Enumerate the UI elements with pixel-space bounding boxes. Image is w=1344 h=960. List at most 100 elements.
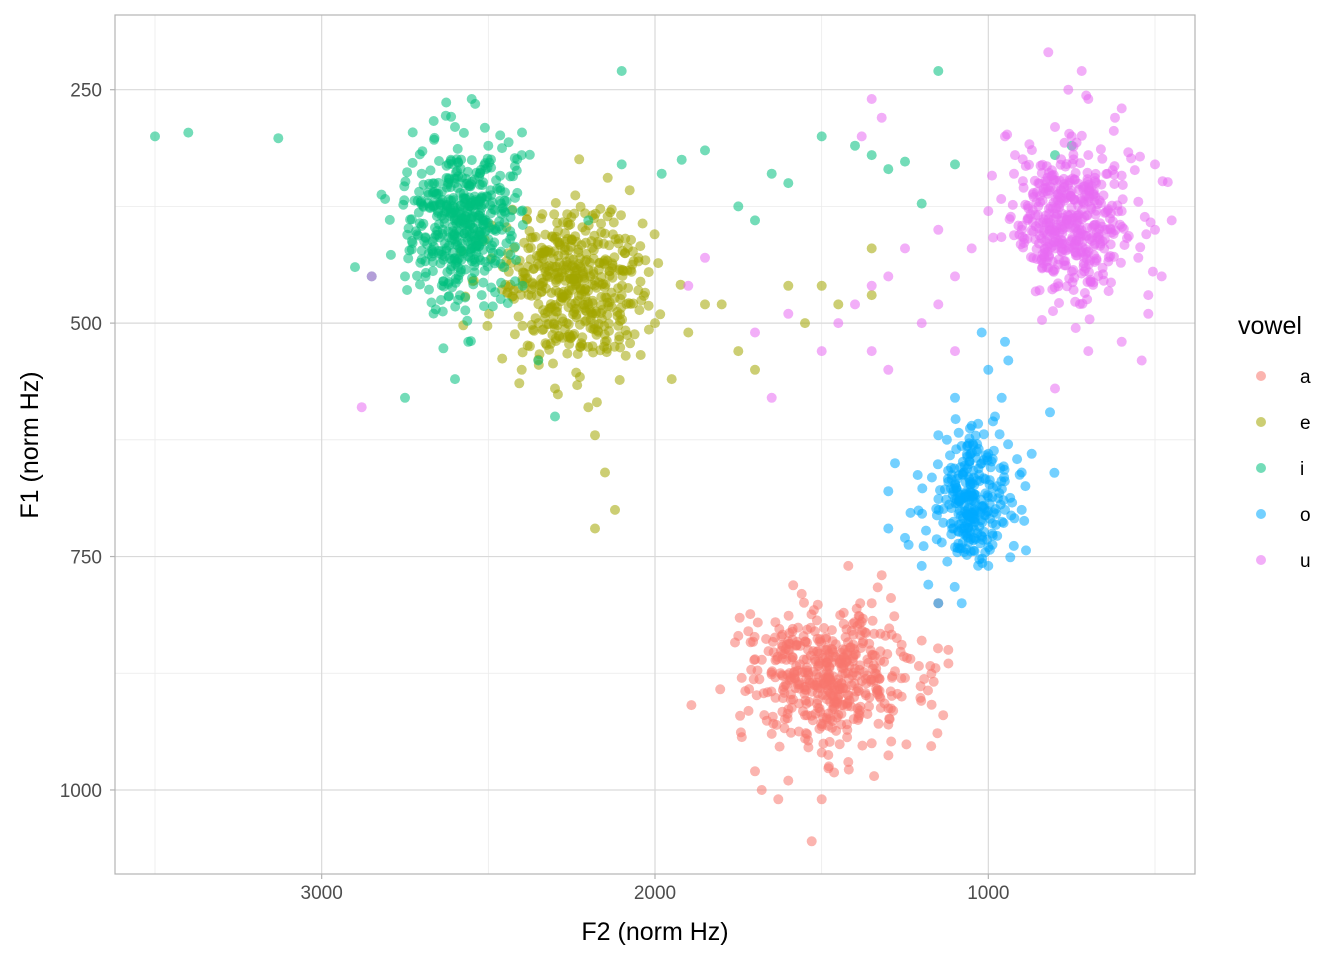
point-u [900, 243, 910, 254]
point-i [273, 133, 284, 144]
point-i [516, 206, 527, 217]
point-o [1009, 513, 1020, 524]
point-u [1107, 216, 1118, 227]
point-a [787, 634, 798, 645]
point-e [582, 297, 593, 307]
point-u [1005, 211, 1016, 222]
point-e [635, 350, 646, 360]
point-e [606, 204, 617, 215]
point-i [488, 224, 499, 235]
point-a [766, 667, 777, 678]
point-i [524, 149, 535, 160]
point-e [569, 208, 580, 219]
point-a [798, 706, 808, 717]
point-a [886, 736, 897, 747]
point-u [1115, 257, 1126, 268]
point-o [926, 472, 937, 483]
point-e [600, 228, 610, 239]
point-a [715, 684, 726, 695]
point-i [487, 301, 498, 312]
point-e [568, 276, 579, 287]
point-u [1098, 190, 1109, 201]
x-axis-ticks: 3000 2000 1000 [301, 874, 1009, 904]
point-a [874, 685, 885, 696]
point-i [453, 274, 464, 285]
point-a [846, 680, 857, 691]
point-u [1089, 250, 1099, 261]
point-e [816, 280, 827, 291]
point-u [1109, 179, 1120, 189]
point-i [461, 173, 471, 184]
point-e [643, 324, 654, 335]
point-u [1020, 161, 1031, 171]
point-i [474, 196, 485, 207]
series-a [686, 560, 954, 847]
point-i [479, 122, 490, 133]
point-i [425, 165, 436, 176]
point-a [761, 715, 772, 726]
point-u [866, 94, 877, 104]
point-u [1054, 298, 1064, 308]
point-u [1059, 137, 1070, 148]
point-u [883, 364, 894, 375]
point-u [1103, 286, 1114, 297]
point-a [890, 666, 900, 677]
point-e [541, 246, 552, 257]
point-u [1084, 184, 1095, 195]
point-i [465, 336, 476, 347]
point-u [950, 271, 960, 282]
point-e [643, 300, 654, 311]
point-i [462, 315, 473, 326]
point-i [436, 295, 446, 305]
point-e [513, 311, 524, 322]
point-e [608, 217, 619, 228]
point-a [938, 710, 949, 721]
point-i [510, 192, 520, 203]
legend-label-o: o [1300, 505, 1311, 526]
point-e [833, 299, 844, 310]
point-i [916, 198, 927, 209]
point-u [356, 402, 367, 413]
point-u [1077, 298, 1088, 309]
point-u [1109, 169, 1120, 180]
point-i [445, 207, 456, 218]
point-i [616, 159, 627, 170]
point-u [1043, 203, 1054, 214]
point-a [735, 727, 746, 738]
point-i [533, 355, 544, 366]
point-i [510, 241, 521, 252]
point-e [607, 229, 618, 240]
point-e [623, 298, 634, 309]
point-u [1096, 179, 1107, 190]
point-u [1061, 159, 1072, 170]
point-a [875, 646, 886, 657]
point-e [750, 364, 760, 375]
point-a [843, 637, 853, 648]
point-o [968, 440, 979, 451]
point-i [468, 223, 479, 234]
point-a [857, 740, 868, 751]
point-i [466, 155, 477, 166]
point-e [575, 342, 586, 353]
point-e [517, 347, 528, 358]
point-a [799, 597, 809, 608]
point-a [823, 750, 834, 760]
point-e [541, 261, 552, 272]
point-e [538, 305, 549, 316]
point-u [1116, 336, 1127, 347]
point-e [517, 320, 528, 331]
point-o [952, 543, 963, 553]
point-e [593, 326, 604, 337]
point-o [963, 495, 974, 506]
point-i [427, 236, 438, 247]
point-i [700, 145, 710, 156]
point-u [1147, 266, 1158, 277]
point-i [437, 306, 448, 317]
point-e [800, 318, 810, 329]
point-i [502, 298, 513, 309]
point-e [583, 402, 594, 413]
point-o [942, 473, 953, 484]
point-u [1078, 261, 1089, 272]
point-e [625, 338, 636, 349]
point-u [1141, 229, 1152, 240]
